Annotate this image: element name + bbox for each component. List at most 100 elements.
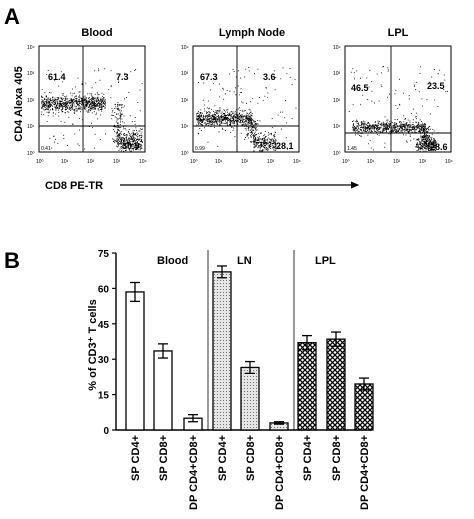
scatter-dot (249, 118, 251, 120)
scatter-dot (389, 121, 390, 123)
scatter-dot (207, 100, 209, 102)
scatter-dot (73, 104, 75, 106)
scatter-dot (64, 98, 66, 99)
scatter-dot (260, 146, 262, 148)
scatter-dot (64, 105, 66, 107)
scatter-dot (423, 126, 424, 127)
scatter-dot (433, 138, 434, 140)
scatter-dot (94, 98, 96, 100)
scatter-dot (374, 121, 376, 123)
scatter-dot (129, 137, 131, 139)
scatter-dot (244, 128, 246, 129)
scatter-dot (356, 130, 358, 131)
scatter-dot (135, 69, 137, 70)
scatter-dot (229, 120, 231, 122)
x-tick-label: 10² (87, 159, 95, 165)
scatter-dot (44, 92, 46, 94)
scatter-dot (221, 118, 223, 120)
scatter-dot (130, 71, 132, 73)
scatter-dot (213, 118, 215, 120)
scatter-dot (255, 138, 257, 140)
scatter-dot (223, 122, 225, 124)
scatter-dot (139, 137, 141, 139)
scatter-dot (93, 105, 95, 107)
scatter-dot (117, 135, 119, 136)
scatter-dot (94, 133, 96, 135)
scatter-dot (255, 142, 257, 144)
scatter-dot (118, 144, 119, 146)
scatter-dot (112, 141, 114, 142)
scatter-dot (415, 129, 417, 131)
scatter-dot (255, 138, 256, 139)
scatter-dot (120, 139, 122, 141)
scatter-dot (200, 112, 201, 114)
scatter-dot (54, 106, 56, 108)
scatter-dot (258, 146, 260, 148)
scatter-dot (428, 140, 430, 142)
scatter-dot (132, 131, 134, 133)
scatter-dot (270, 138, 272, 140)
scatter-dot (97, 99, 99, 101)
scatter-dot (443, 89, 445, 91)
scatter-dot (270, 139, 272, 141)
scatter-dot (267, 142, 268, 144)
scatter-dot (84, 105, 86, 107)
scatter-dot (225, 130, 226, 131)
scatter-dot (419, 130, 420, 132)
scatter-dot (371, 130, 372, 132)
scatter-dot (90, 107, 92, 109)
scatter-dot (124, 141, 126, 142)
scatter-dot (116, 141, 118, 143)
scatter-dot (215, 117, 216, 119)
scatter-dot (257, 137, 259, 139)
scatter-dot (226, 115, 228, 116)
scatter-dot (419, 119, 421, 121)
scatter-dot (75, 95, 77, 97)
scatter-dot (425, 147, 426, 149)
scatter-dot (422, 143, 424, 144)
scatter-dot (114, 112, 116, 113)
category-label: DP CD4+CD8+ (188, 435, 200, 510)
scatter-dot (48, 101, 49, 103)
scatter-dot (46, 100, 48, 101)
scatter-dot (207, 119, 208, 120)
scatter-dot (372, 125, 374, 127)
scatter-dot (252, 129, 254, 131)
scatter-dot (410, 130, 412, 131)
scatter-dot (200, 109, 202, 111)
scatter-dot (229, 115, 231, 117)
scatter-dot (254, 134, 256, 136)
scatter-dot (380, 127, 382, 128)
scatter-dot (268, 142, 269, 144)
scatter-dot (75, 86, 76, 88)
scatter-dot (61, 93, 63, 95)
scatter-dot (42, 100, 43, 102)
scatter-dot (352, 124, 354, 126)
scatter-dot (211, 118, 213, 120)
scatter-dot (216, 116, 218, 118)
scatter-dot (202, 116, 204, 118)
scatter-dot (407, 119, 409, 121)
scatter-dot (364, 127, 366, 129)
scatter-dot (399, 127, 401, 129)
scatter-dot (43, 104, 44, 105)
x-tick-label: 10⁴ (293, 159, 301, 165)
scatter-dot (252, 98, 254, 100)
scatter-dot (425, 138, 426, 140)
scatter-dot (121, 143, 122, 145)
scatter-dot (210, 89, 212, 91)
scatter-dot (251, 118, 253, 120)
scatter-dot (89, 104, 91, 106)
scatter-dot (116, 127, 118, 128)
scatter-dot (224, 114, 226, 116)
scatter-dot (420, 130, 421, 132)
scatter-dot (131, 145, 133, 147)
scatter-dot (269, 145, 271, 147)
scatter-dot (363, 130, 365, 132)
scatter-dot (257, 143, 259, 144)
scatter-dot (408, 95, 410, 97)
scatter-dot (134, 133, 136, 135)
scatter-dot (273, 134, 275, 136)
scatter-dot (371, 131, 373, 133)
scatter-dot (363, 129, 364, 131)
